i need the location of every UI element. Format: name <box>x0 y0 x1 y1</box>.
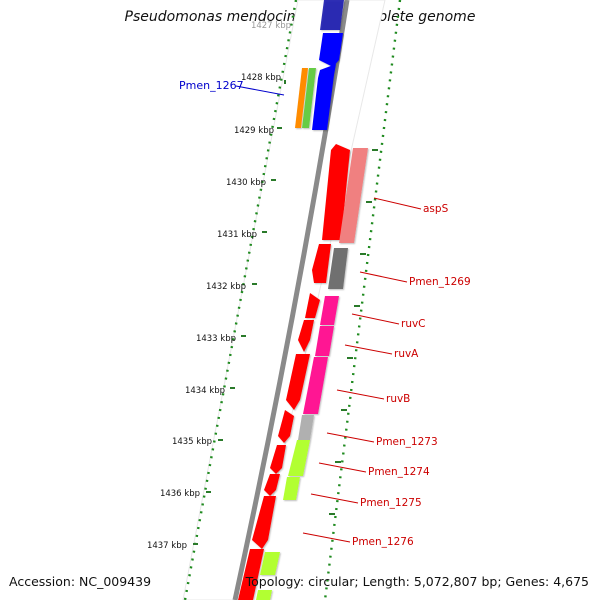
tick-1428: 1428 kbp <box>241 73 286 84</box>
tick-1437: 1437 kbp <box>147 541 198 551</box>
gene-label-pmen-1267: Pmen_1267 <box>179 79 244 92</box>
gene-1274-red <box>270 445 286 474</box>
gene-1269-gray <box>328 248 348 289</box>
tick-1430: 1430 kbp <box>226 178 276 188</box>
gene-1275-red <box>264 474 280 496</box>
tick-1436: 1436 kbp <box>160 489 211 499</box>
right-gene-label-texts: aspS Pmen_1269 ruvC ruvA ruvB Pmen_1273 … <box>352 203 471 548</box>
gene-label-ruvB: ruvB <box>386 393 410 405</box>
tick-label: 1430 kbp <box>226 178 266 188</box>
gene-features <box>238 0 368 600</box>
gene-label-ruvC: ruvC <box>401 318 426 330</box>
gene-lime-bottom <box>260 552 280 575</box>
gene-1275-lime <box>283 477 300 500</box>
tick-label: 1435 kbp <box>172 437 212 447</box>
tick-label: 1427 kbp <box>251 21 291 31</box>
tick-label: 1436 kbp <box>160 489 200 499</box>
inner-guide-circle <box>183 0 298 600</box>
tick-label: 1437 kbp <box>147 541 187 551</box>
accession-text: Accession: NC_009439 <box>9 574 152 589</box>
gene-aspS-salmon <box>339 148 368 243</box>
gene-lime-bottom-2 <box>256 590 272 600</box>
minor-ticks <box>329 149 378 515</box>
gene-label-pmen-1275: Pmen_1275 <box>360 497 422 509</box>
gene-ruvB-red <box>286 354 310 410</box>
gene-blue-1 <box>319 33 343 67</box>
gene-1273-red <box>278 410 294 443</box>
gene-1273-gray <box>298 415 314 440</box>
tick-label: 1434 kbp <box>185 386 225 396</box>
tick-1433: 1433 kbp <box>196 334 246 344</box>
gene-ruvA-magenta <box>315 326 334 356</box>
gene-1274-lime <box>288 440 310 476</box>
gene-orange <box>295 68 308 128</box>
tick-1431: 1431 kbp <box>217 230 267 240</box>
gene-label-ruvA: ruvA <box>394 348 419 360</box>
gene-ruvC-red <box>305 293 320 318</box>
right-gene-labels <box>302 197 422 543</box>
genome-backbone <box>232 0 350 600</box>
gene-blue-2 <box>312 64 336 130</box>
tick-label: 1432 kbp <box>206 282 246 292</box>
tick-label: 1429 kbp <box>234 126 274 136</box>
tick-label: 1433 kbp <box>196 334 236 344</box>
tick-label: 1431 kbp <box>217 230 257 240</box>
tick-1435: 1435 kbp <box>172 437 223 447</box>
gene-red-bottom <box>238 549 264 600</box>
gene-label-pmen-1273: Pmen_1273 <box>376 436 438 448</box>
gene-green <box>302 68 316 128</box>
partial-tick: 1427 kbp <box>251 21 291 31</box>
topology-text: Topology: circular; Length: 5,072,807 bp… <box>245 574 589 589</box>
tick-1429: 1429 kbp <box>234 126 282 136</box>
gene-label-pmen-1274: Pmen_1274 <box>368 466 430 478</box>
gene-ruvA-red <box>298 320 314 352</box>
gene-ruvB-magenta <box>303 357 328 414</box>
scale-ticks: 1428 kbp 1429 kbp 1430 kbp 1431 kbp 1432… <box>147 73 286 551</box>
gene-ruvC-magenta <box>320 296 339 325</box>
tick-1432: 1432 kbp <box>206 282 257 292</box>
gene-label-pmen-1276: Pmen_1276 <box>352 536 414 548</box>
tick-1434: 1434 kbp <box>185 386 235 396</box>
gene-label-pmen-1269: Pmen_1269 <box>409 276 471 288</box>
gene-1269-red <box>312 244 331 283</box>
gene-blue-top <box>320 0 344 30</box>
left-gene-label: Pmen_1267 <box>179 79 285 96</box>
gene-label-aspS: aspS <box>423 203 449 215</box>
gene-1276-red <box>252 496 276 549</box>
tick-label: 1428 kbp <box>241 73 281 83</box>
